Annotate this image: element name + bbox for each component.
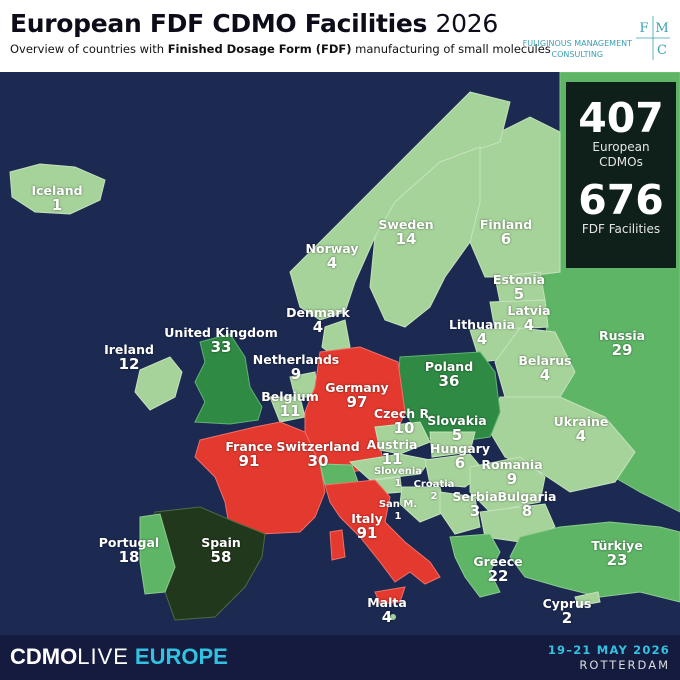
facility-count: 676 [578, 176, 664, 224]
region-sicily [374, 586, 406, 605]
region-sardinia [329, 529, 346, 561]
title-year: 2026 [435, 9, 499, 38]
logo-letter-m: M [655, 21, 668, 36]
country-label-germany: Germany 97 [325, 380, 389, 412]
country-label-ukraine: Ukraine 4 [553, 414, 609, 446]
country-label-czech: Czech R. 10 [373, 406, 435, 438]
country-label-cyprus: Cyprus 2 [542, 596, 592, 628]
country-label-finland: Finland 6 [479, 217, 533, 249]
country-label-belarus: Belarus 4 [518, 353, 572, 385]
region-france [194, 421, 326, 535]
region-czech [374, 421, 431, 455]
region-croatia [399, 486, 446, 523]
cdmo-caption-1: European [592, 140, 650, 154]
facility-caption: FDF Facilities [581, 222, 661, 236]
region-greece [449, 533, 501, 598]
country-label-iceland: Iceland 1 [31, 183, 83, 215]
event-date: 19–21 MAY 2026 [547, 643, 670, 657]
region-romania [469, 456, 546, 513]
page-title: European FDF CDMO Facilities 2026 [10, 9, 498, 38]
region-malta [390, 614, 396, 620]
country-label-croatia: Croatia 2 [413, 479, 455, 502]
consulting-logo-text: FULIGINOUS MANAGEMENT CONSULTING [522, 39, 632, 59]
page-subtitle: Overview of countries with Finished Dosa… [10, 42, 551, 56]
country-label-latvia: Latvia 4 [507, 303, 551, 335]
region-turkiye [509, 521, 680, 603]
region-cyprus [574, 591, 601, 607]
country-label-italy: Italy 91 [351, 511, 383, 543]
logo-letter-f: F [639, 21, 648, 36]
country-label-slovenia: Slovenia 1 [373, 466, 423, 489]
consulting-logo-mark: F M C [636, 16, 670, 60]
footer-banner: CDMOLIVE EUROPE 19–21 MAY 2026 ROTTERDAM [0, 635, 680, 680]
europe-map: Iceland 1 Norway 4 Sweden 14 Finland 6 Eston… [0, 72, 680, 635]
country-label-malta: Malta 4 [367, 595, 407, 627]
country-label-poland: Poland 36 [424, 359, 474, 391]
country-label-belgium: Belgium 11 [261, 389, 319, 421]
country-label-spain: Spain 58 [201, 535, 241, 567]
country-label-portugal: Portugal 18 [98, 535, 160, 567]
country-label-ireland: Ireland 12 [104, 342, 154, 374]
country-label-france: France 91 [225, 439, 273, 471]
region-united-kingdom [194, 333, 263, 425]
region-ireland [134, 356, 183, 411]
region-austria [348, 453, 431, 481]
country-label-lithuania: Lithuania 4 [448, 317, 516, 349]
country-label-russia: Russia 29 [598, 328, 646, 360]
region-italy [324, 479, 441, 585]
region-sweden [369, 146, 481, 328]
event-brand: CDMOLIVE EUROPE [10, 644, 228, 669]
country-label-serbia: Serbia 3 [452, 489, 498, 521]
region-ukraine [489, 396, 636, 493]
country-label-estonia: Estonia 5 [492, 272, 546, 304]
country-label-denmark: Denmark 4 [286, 305, 350, 337]
cdmo-count: 407 [578, 94, 664, 142]
region-portugal [139, 513, 176, 595]
region-slovakia [429, 431, 476, 458]
region-iceland [9, 163, 106, 215]
country-label-slovakia: Slovakia 5 [427, 413, 487, 445]
country-label-turkiye: Türkiye 23 [591, 538, 643, 570]
event-city: ROTTERDAM [579, 658, 670, 672]
header: European FDF CDMO Facilities 2026 Overvi… [0, 0, 680, 72]
country-label-switzerland: Switzerland 30 [276, 439, 360, 471]
logo-letter-c: C [657, 43, 667, 58]
country-label-hungary: Hungary 6 [430, 441, 490, 473]
country-label-netherlands: Netherlands 9 [252, 352, 340, 384]
region-serbia [439, 491, 481, 535]
cdmo-caption-2: CDMOs [599, 155, 643, 169]
stats-panel: 407 European CDMOs 676 FDF Facilities [566, 82, 676, 268]
country-label-san-marino: San M. 1 [378, 499, 418, 522]
country-label-norway: Norway 4 [305, 241, 359, 273]
region-latvia [489, 299, 549, 331]
country-label-austria: Austria 11 [366, 437, 418, 469]
country-label-bulgaria: Bulgaria 8 [497, 489, 557, 521]
country-label-sweden: Sweden 14 [378, 217, 434, 249]
country-label-united-kingdom: United Kingdom 33 [164, 325, 278, 357]
country-label-greece: Greece 22 [473, 554, 523, 586]
country-label-romania: Romania 9 [481, 457, 543, 489]
